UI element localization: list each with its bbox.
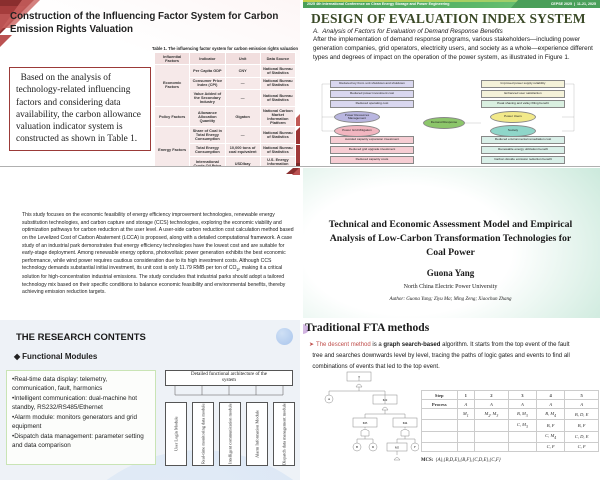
svg-text:M4: M4 [403,421,408,425]
svg-text:M5: M5 [395,446,400,450]
svg-text:M3: M3 [363,421,368,425]
svg-text:B: B [356,445,358,449]
